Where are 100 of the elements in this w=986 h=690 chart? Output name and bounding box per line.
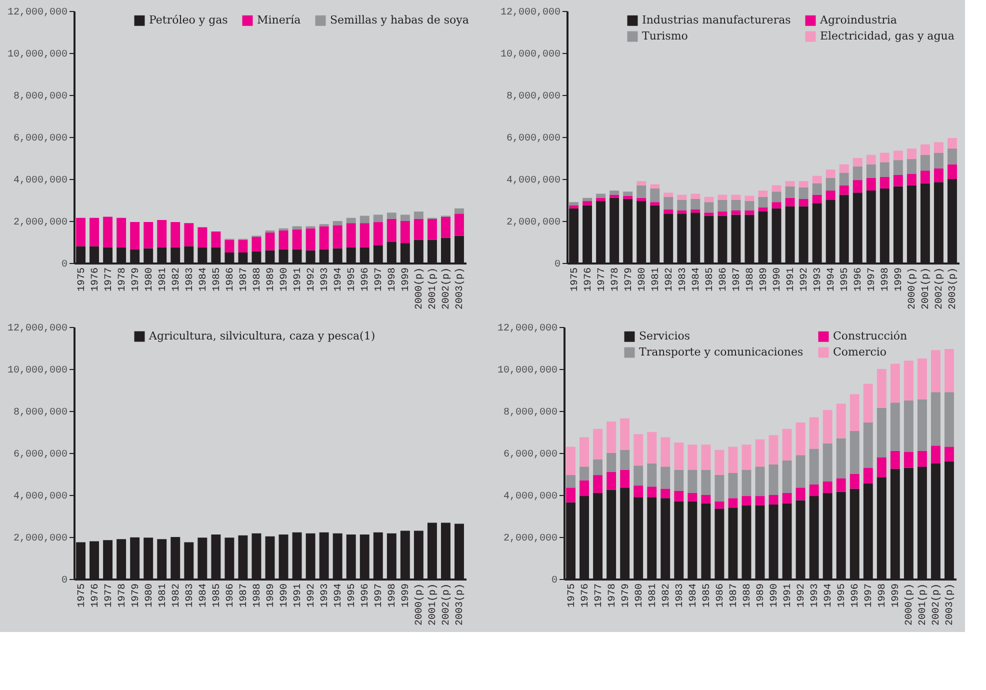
bar [758,196,768,208]
bar [664,209,674,214]
x-tick-label: 1977 [596,268,608,292]
bar [580,466,590,480]
bar [839,185,849,195]
bar [427,218,437,240]
bar [920,170,930,184]
bar [863,468,873,484]
bar [782,428,792,460]
x-tick-label: 2002(p) [930,584,943,626]
x-tick-label: 1988 [252,584,264,608]
bar [647,432,657,464]
bar [728,446,738,473]
x-tick-label: 1977 [104,268,115,292]
bar [690,198,700,210]
bar [836,404,846,438]
bar [714,501,724,509]
bar [634,434,644,466]
x-tick-label: 1995 [347,584,358,608]
y-tick-label: 2,000,000 [13,218,68,228]
bar [744,210,754,215]
bar [582,198,592,202]
x-tick-label: 1981 [648,584,659,608]
x-tick-label: 1976 [90,268,102,292]
x-tick-label: 2000(p) [414,584,426,626]
bar [130,222,140,250]
y-tick-label: 12,000,000 [497,324,558,334]
x-tick-label: 2001(p) [917,584,930,626]
x-tick-label: 1986 [225,584,236,608]
bar [812,183,822,195]
bar [809,484,819,496]
x-tick-label: 1994 [826,268,838,292]
bar [704,212,714,216]
bar [634,486,644,498]
x-tick-label: 1979 [620,584,632,608]
bar [917,450,927,467]
bar [728,472,738,498]
bar [664,196,674,210]
bar [596,198,606,202]
bar [744,196,754,202]
legend-label: Industrias manufactureras [642,14,792,27]
x-tick-label: 2000(p) [904,584,916,626]
bar [623,192,633,196]
bar [772,185,782,192]
bar [677,200,687,210]
bar [701,444,711,470]
bar [893,160,903,175]
bar [728,498,738,508]
bar [278,230,288,250]
x-tick-label: 1983 [674,584,686,608]
x-tick-label: 1998 [878,584,889,608]
bar [157,220,167,248]
bar [758,190,768,197]
y-tick-label: 8,000,000 [13,92,68,102]
bar [704,202,714,213]
bar [701,470,711,495]
y-tick-label: 6,000,000 [503,450,558,460]
x-tick-label: 1982 [171,268,182,292]
bar [606,472,616,490]
x-tick-label: 1984 [688,584,700,608]
x-tick-label: 1991 [293,268,304,292]
x-tick-label: 1988 [742,584,754,608]
bar [731,200,741,210]
x-tick-label: 1996 [854,268,865,292]
x-tick-label: 2003(p) [454,584,466,626]
y-tick-label: 6,000,000 [13,134,68,144]
bar [170,222,180,248]
bar [414,218,424,240]
bar [812,194,822,204]
x-tick-label: 1998 [880,268,892,292]
bar [718,200,728,212]
x-tick-label: 1978 [117,584,128,608]
bar [265,230,275,233]
legend-label: Construcción [833,330,908,343]
y-tick-label: 2,000,000 [506,218,560,228]
x-tick-label: 1998 [388,584,399,608]
x-tick-label: 1997 [374,268,386,292]
bar [718,194,728,200]
x-tick-label: 1999 [894,268,906,292]
bar [906,148,916,160]
bar [265,232,275,250]
x-tick-label: 1977 [104,584,115,608]
bar [893,174,903,186]
bar [593,475,603,493]
bar [360,223,370,248]
bar [744,201,754,210]
bar [664,192,674,197]
x-tick-label: 1979 [624,268,635,292]
bar [798,198,808,206]
x-tick-label: 1980 [637,268,648,292]
x-tick-label: 1982 [661,584,672,608]
bar [714,450,724,476]
bar [650,188,660,202]
x-tick-label: 1986 [225,268,236,292]
bar [566,446,576,476]
bar [688,492,698,502]
bar [866,178,876,191]
x-tick-label: 1993 [810,584,822,608]
y-tick-label: 8,000,000 [506,92,560,102]
x-tick-label: 1988 [745,268,756,292]
